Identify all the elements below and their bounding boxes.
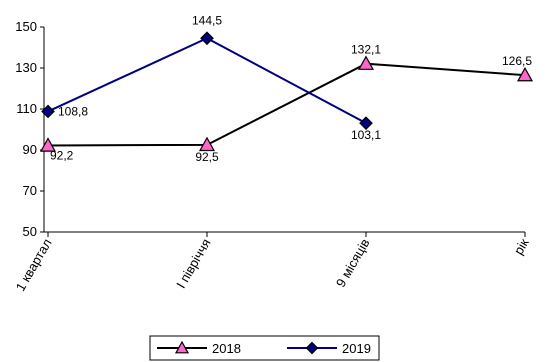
y-tick-label: 70 — [23, 183, 37, 198]
y-tick-label: 130 — [15, 60, 37, 75]
legend-2018-label: 2018 — [212, 341, 241, 356]
series-2019-data-label: 103,1 — [351, 128, 381, 142]
series-2019-point — [41, 104, 55, 119]
x-category-label: І півріччя — [173, 236, 213, 291]
series-2019-line — [47, 37, 367, 125]
y-tick-label: 150 — [15, 19, 37, 34]
series-2018-data-label: 126,5 — [502, 54, 532, 68]
series-2018-line — [47, 62, 526, 147]
y-tick-label: 50 — [23, 224, 37, 239]
series-2019-point — [359, 116, 373, 130]
series-2018-data-label: 92,2 — [50, 148, 74, 162]
series-2019-point — [200, 31, 214, 46]
series-2019-data-label: 144,5 — [192, 13, 222, 27]
legend-2019-marker — [305, 341, 319, 355]
data-labels: 92,2 92,5 132,1 126,5 108,8 144,5 103,1 — [50, 13, 532, 164]
series-2018-point — [516, 66, 534, 82]
series-2018-data-label: 92,5 — [195, 150, 219, 164]
x-category-label: 9 місяців — [333, 236, 373, 290]
legend: 2018 2019 — [149, 335, 380, 361]
y-tick-label: 110 — [16, 101, 37, 116]
legend-2018-marker — [174, 340, 190, 354]
legend-2019-label: 2019 — [342, 341, 371, 356]
y-tick-label: 90 — [23, 142, 37, 157]
x-category-label: рік — [511, 236, 532, 257]
series-2018-point — [357, 55, 375, 70]
x-category-label: 1 квартал — [13, 236, 55, 294]
series-lines — [47, 37, 526, 147]
series-markers — [39, 31, 534, 152]
series-2018-data-label: 132,1 — [351, 43, 381, 57]
series-2018-point — [198, 136, 216, 152]
series-2018-point — [39, 137, 57, 152]
series-2019-data-label: 108,8 — [58, 104, 88, 118]
axes: 50 70 90 110 130 150 1 квартал І півріччя 9 міся… — [13, 19, 532, 294]
